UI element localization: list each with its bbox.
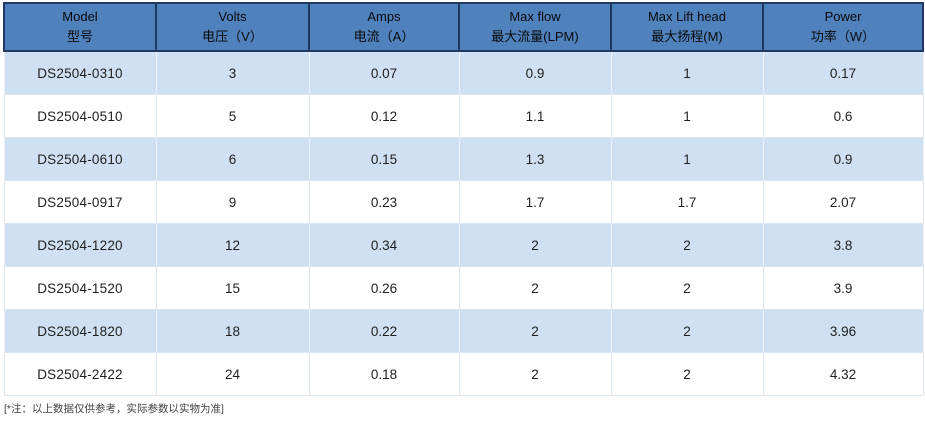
value-cell: 0.22 bbox=[308, 309, 460, 353]
value-cell: 18 bbox=[155, 309, 310, 353]
value-cell: 0.9 bbox=[762, 137, 924, 181]
model-cell: DS2504-0310 bbox=[3, 50, 157, 95]
disclaimer-footnote: [*注：以上数据仅供参考，实际参数以实物为准] bbox=[4, 403, 224, 415]
column-header-en: Power bbox=[824, 9, 862, 24]
column-header-en: Model bbox=[62, 9, 98, 24]
column-header-zh: 功率（W） bbox=[810, 29, 876, 44]
value-cell: 0.9 bbox=[458, 50, 612, 95]
model-cell: DS2504-1520 bbox=[3, 266, 157, 310]
table-row: DS2504-0610 6 0.15 1.3 1 0.9 bbox=[3, 137, 924, 181]
value-cell: 15 bbox=[155, 266, 310, 310]
model-cell: DS2504-1820 bbox=[3, 309, 157, 353]
value-cell: 0.34 bbox=[308, 223, 460, 267]
model-cell: DS2504-1220 bbox=[3, 223, 157, 267]
value-cell: 1.3 bbox=[458, 137, 612, 181]
value-cell: 0.15 bbox=[308, 137, 460, 181]
pump-spec-table: Model 型号 Volts 电压（V） Amps 电流（A） Max flow 最大流量(L… bbox=[3, 2, 924, 396]
value-cell: 2.07 bbox=[762, 180, 924, 224]
value-cell: 2 bbox=[610, 309, 764, 353]
column-header-en: Amps bbox=[367, 9, 401, 24]
table-row: DS2504-0310 3 0.07 0.9 1 0.17 bbox=[3, 50, 924, 95]
value-cell: 0.12 bbox=[308, 94, 460, 138]
value-cell: 0.17 bbox=[762, 50, 924, 95]
value-cell: 0.23 bbox=[308, 180, 460, 224]
value-cell: 24 bbox=[155, 352, 310, 396]
value-cell: 1 bbox=[610, 94, 764, 138]
table-row: DS2504-0917 9 0.23 1.7 1.7 2.07 bbox=[3, 180, 924, 224]
model-cell: DS2504-0610 bbox=[3, 137, 157, 181]
value-cell: 3 bbox=[155, 50, 310, 95]
column-header-en: Volts bbox=[218, 9, 247, 24]
column-header-amps: Amps 电流（A） bbox=[308, 2, 460, 52]
value-cell: 2 bbox=[610, 352, 764, 396]
value-cell: 0.07 bbox=[308, 50, 460, 95]
value-cell: 2 bbox=[458, 223, 612, 267]
column-header-zh: 电流（A） bbox=[353, 29, 415, 44]
table-row: DS2504-2422 24 0.18 2 2 4.32 bbox=[3, 352, 924, 396]
column-header-en: Max Lift head bbox=[647, 9, 727, 24]
value-cell: 0.18 bbox=[308, 352, 460, 396]
value-cell: 3.9 bbox=[762, 266, 924, 310]
value-cell: 6 bbox=[155, 137, 310, 181]
value-cell: 2 bbox=[610, 223, 764, 267]
value-cell: 0.26 bbox=[308, 266, 460, 310]
value-cell: 2 bbox=[458, 266, 612, 310]
value-cell: 1.7 bbox=[458, 180, 612, 224]
value-cell: 1 bbox=[610, 50, 764, 95]
column-header-model: Model 型号 bbox=[3, 2, 157, 52]
value-cell: 0.6 bbox=[762, 94, 924, 138]
value-cell: 5 bbox=[155, 94, 310, 138]
value-cell: 4.32 bbox=[762, 352, 924, 396]
model-cell: DS2504-0917 bbox=[3, 180, 157, 224]
value-cell: 2 bbox=[610, 266, 764, 310]
value-cell: 1.1 bbox=[458, 94, 612, 138]
column-header-power: Power 功率（W） bbox=[762, 2, 924, 52]
column-header-zh: 最大扬程(M) bbox=[651, 29, 723, 44]
column-header-zh: 最大流量(LPM) bbox=[491, 29, 579, 44]
table-body: DS2504-0310 3 0.07 0.9 1 0.17 DS2504-0510 5 0.12… bbox=[3, 50, 924, 396]
table-row: DS2504-0510 5 0.12 1.1 1 0.6 bbox=[3, 94, 924, 138]
value-cell: 2 bbox=[458, 309, 612, 353]
value-cell: 3.96 bbox=[762, 309, 924, 353]
model-cell: DS2504-0510 bbox=[3, 94, 157, 138]
value-cell: 1 bbox=[610, 137, 764, 181]
column-header-max-flow: Max flow 最大流量(LPM) bbox=[458, 2, 612, 52]
value-cell: 12 bbox=[155, 223, 310, 267]
column-header-max-lift-head: Max Lift head 最大扬程(M) bbox=[610, 2, 764, 52]
table-row: DS2504-1520 15 0.26 2 2 3.9 bbox=[3, 266, 924, 310]
value-cell: 2 bbox=[458, 352, 612, 396]
model-cell: DS2504-2422 bbox=[3, 352, 157, 396]
column-header-en: Max flow bbox=[509, 9, 561, 24]
table-header-row: Model 型号 Volts 电压（V） Amps 电流（A） Max flow 最大流量(L… bbox=[3, 2, 924, 52]
value-cell: 3.8 bbox=[762, 223, 924, 267]
value-cell: 1.7 bbox=[610, 180, 764, 224]
column-header-zh: 电压（V） bbox=[202, 29, 263, 44]
column-header-volts: Volts 电压（V） bbox=[155, 2, 310, 52]
column-header-zh: 型号 bbox=[66, 29, 93, 44]
table-row: DS2504-1220 12 0.34 2 2 3.8 bbox=[3, 223, 924, 267]
table-row: DS2504-1820 18 0.22 2 2 3.96 bbox=[3, 309, 924, 353]
table-header: Model 型号 Volts 电压（V） Amps 电流（A） Max flow 最大流量(L… bbox=[3, 2, 924, 52]
value-cell: 9 bbox=[155, 180, 310, 224]
